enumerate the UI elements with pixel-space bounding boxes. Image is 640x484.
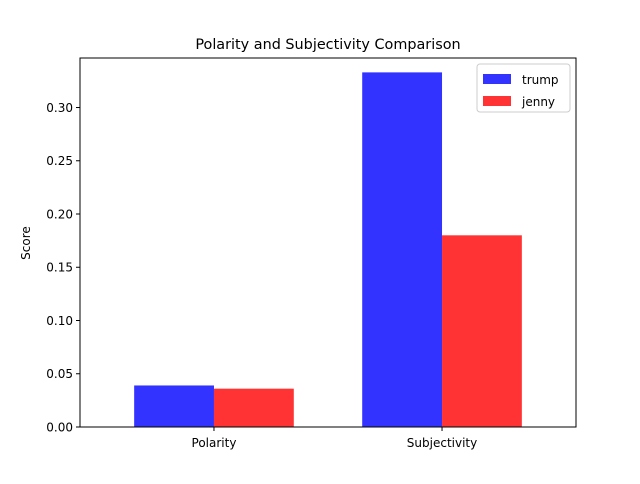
y-tick-label: 0.30 bbox=[46, 101, 73, 115]
plot-area: 0.00 0.05 0.10 0.15 0.20 0.25 0.30 Polarity Subj… bbox=[46, 57, 577, 450]
x-tick-label: Polarity bbox=[192, 436, 237, 450]
y-tick-label: 0.00 bbox=[46, 420, 73, 434]
y-tick-label: 0.15 bbox=[46, 261, 73, 275]
legend-swatch-trump bbox=[483, 74, 511, 84]
bar-jenny-polarity bbox=[213, 388, 294, 427]
chart-title: Polarity and Subjectivity Comparison bbox=[195, 37, 460, 53]
y-axis-label: Score bbox=[19, 226, 33, 260]
bar-trump-subjectivity bbox=[362, 72, 443, 428]
axes-frame bbox=[79, 57, 577, 428]
legend-label-jenny: jenny bbox=[521, 95, 555, 109]
y-tick-label: 0.10 bbox=[46, 314, 73, 328]
y-tick-label: 0.20 bbox=[46, 207, 73, 221]
y-tick-label: 0.05 bbox=[46, 367, 73, 381]
legend-swatch-jenny bbox=[483, 96, 511, 106]
bar-jenny-subjectivity bbox=[442, 235, 522, 427]
bar-trump-polarity bbox=[134, 385, 214, 427]
legend-label-trump: trump bbox=[522, 73, 559, 87]
y-tick-label: 0.25 bbox=[46, 154, 73, 168]
legend: trump jenny bbox=[476, 63, 571, 113]
x-tick-label: Subjectivity bbox=[407, 436, 477, 450]
